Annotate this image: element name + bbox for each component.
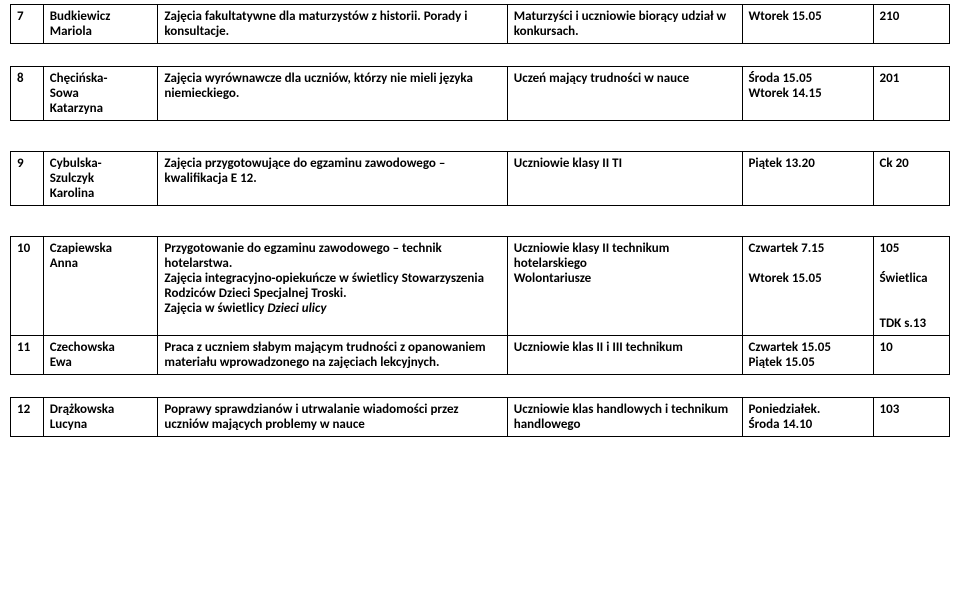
table-row: 10 Czapiewska Anna Przygotowanie do egza… [11,237,950,336]
cell-when: Środa 15.05 Wtorek 14.15 [742,67,873,121]
cell-desc: Praca z uczniem słabym mającym trudności… [158,336,507,375]
name-line: Karolina [50,186,95,201]
cell-num: 10 [11,237,44,336]
when-line: Wtorek 14.15 [749,86,822,101]
cell-name: Czechowska Ewa [43,336,158,375]
name-line: Czapiewska [50,241,112,256]
when-line: Czwartek 7.15 [749,241,825,256]
when-line: Poniedziałek. [749,402,821,417]
name-line: Mariola [50,24,92,39]
desc-line: Zajęcia integracyjno-opiekuńcze w świetl… [164,271,484,301]
cell-desc: Zajęcia wyrównawcze dla uczniów, którzy … [158,67,507,121]
cell-room: 10 [873,336,949,375]
name-line: Anna [50,256,78,271]
schedule-table-block-4: 10 Czapiewska Anna Przygotowanie do egza… [10,236,950,375]
table-row: 8 Chęcińska- Sowa Katarzyna Zajęcia wyró… [11,67,950,121]
cell-desc: Poprawy sprawdzianów i utrwalanie wiadom… [158,398,507,437]
cell-name: Cybulska- Szulczyk Karolina [43,152,158,206]
cell-room: 103 [873,398,949,437]
cell-when: Czwartek 7.15 Wtorek 15.05 [742,237,873,336]
schedule-table-block-5: 12 Drążkowska Lucyna Poprawy sprawdzianó… [10,397,950,437]
cell-desc: Zajęcia fakultatywne dla maturzystów z h… [158,5,507,44]
name-line: Szulczyk [50,171,94,186]
cell-who: Uczniowie klasy II TI [507,152,742,206]
name-line: Lucyna [50,417,87,432]
schedule-table-block-2: 8 Chęcińska- Sowa Katarzyna Zajęcia wyró… [10,66,950,121]
name-line: Sowa [50,86,79,101]
schedule-table-block-1: 7 Budkiewicz Mariola Zajęcia fakultatywn… [10,4,950,44]
cell-num: 9 [11,152,44,206]
cell-when: Wtorek 15.05 [742,5,873,44]
cell-when: Piątek 13.20 [742,152,873,206]
cell-room: 210 [873,5,949,44]
cell-num: 12 [11,398,44,437]
when-line: Czwartek 15.05 [749,340,831,355]
name-line: Cybulska- [50,156,102,171]
cell-name: Chęcińska- Sowa Katarzyna [43,67,158,121]
room-line: Świetlica [880,271,928,286]
cell-who: Uczniowie klasy II technikum hotelarskie… [507,237,742,336]
when-line: Piątek 15.05 [749,355,815,370]
cell-name: Drążkowska Lucyna [43,398,158,437]
cell-num: 7 [11,5,44,44]
cell-when: Poniedziałek. Środa 14.10 [742,398,873,437]
name-line: Katarzyna [50,101,103,116]
cell-name: Czapiewska Anna [43,237,158,336]
name-line: Drążkowska [50,402,115,417]
cell-room: 105 Świetlica TDK s.13 [873,237,949,336]
name-line: Czechowska [50,340,115,355]
cell-who: Uczniowie klas II i III technikum [507,336,742,375]
cell-who: Uczeń mający trudności w nauce [507,67,742,121]
table-row: 12 Drążkowska Lucyna Poprawy sprawdzianó… [11,398,950,437]
when-line: Wtorek 15.05 [749,271,822,286]
cell-who: Maturzyści i uczniowie biorący udział w … [507,5,742,44]
cell-name: Budkiewicz Mariola [43,5,158,44]
name-line: Ewa [50,355,72,370]
cell-desc: Zajęcia przygotowujące do egzaminu zawod… [158,152,507,206]
cell-room: 201 [873,67,949,121]
cell-num: 8 [11,67,44,121]
who-line: Wolontariusze [514,271,591,286]
desc-line-italic: Dzieci ulicy [267,301,326,316]
cell-when: Czwartek 15.05 Piątek 15.05 [742,336,873,375]
cell-room: Ck 20 [873,152,949,206]
desc-line: Przygotowanie do egzaminu zawodowego – t… [164,241,441,271]
when-line: Środa 14.10 [749,417,813,432]
when-line: Środa 15.05 [749,71,813,86]
desc-line: Zajęcia w świetlicy [164,301,267,316]
cell-num: 11 [11,336,44,375]
schedule-table-block-3: 9 Cybulska- Szulczyk Karolina Zajęcia pr… [10,151,950,206]
table-row: 11 Czechowska Ewa Praca z uczniem słabym… [11,336,950,375]
room-line: TDK s.13 [880,316,927,331]
cell-who: Uczniowie klas handlowych i technikum ha… [507,398,742,437]
table-row: 9 Cybulska- Szulczyk Karolina Zajęcia pr… [11,152,950,206]
who-line: Uczniowie klasy II technikum hotelarskie… [514,241,670,271]
name-line: Chęcińska- [50,71,108,86]
cell-desc: Przygotowanie do egzaminu zawodowego – t… [158,237,507,336]
name-line: Budkiewicz [50,9,111,24]
table-row: 7 Budkiewicz Mariola Zajęcia fakultatywn… [11,5,950,44]
room-line: 105 [880,241,900,256]
